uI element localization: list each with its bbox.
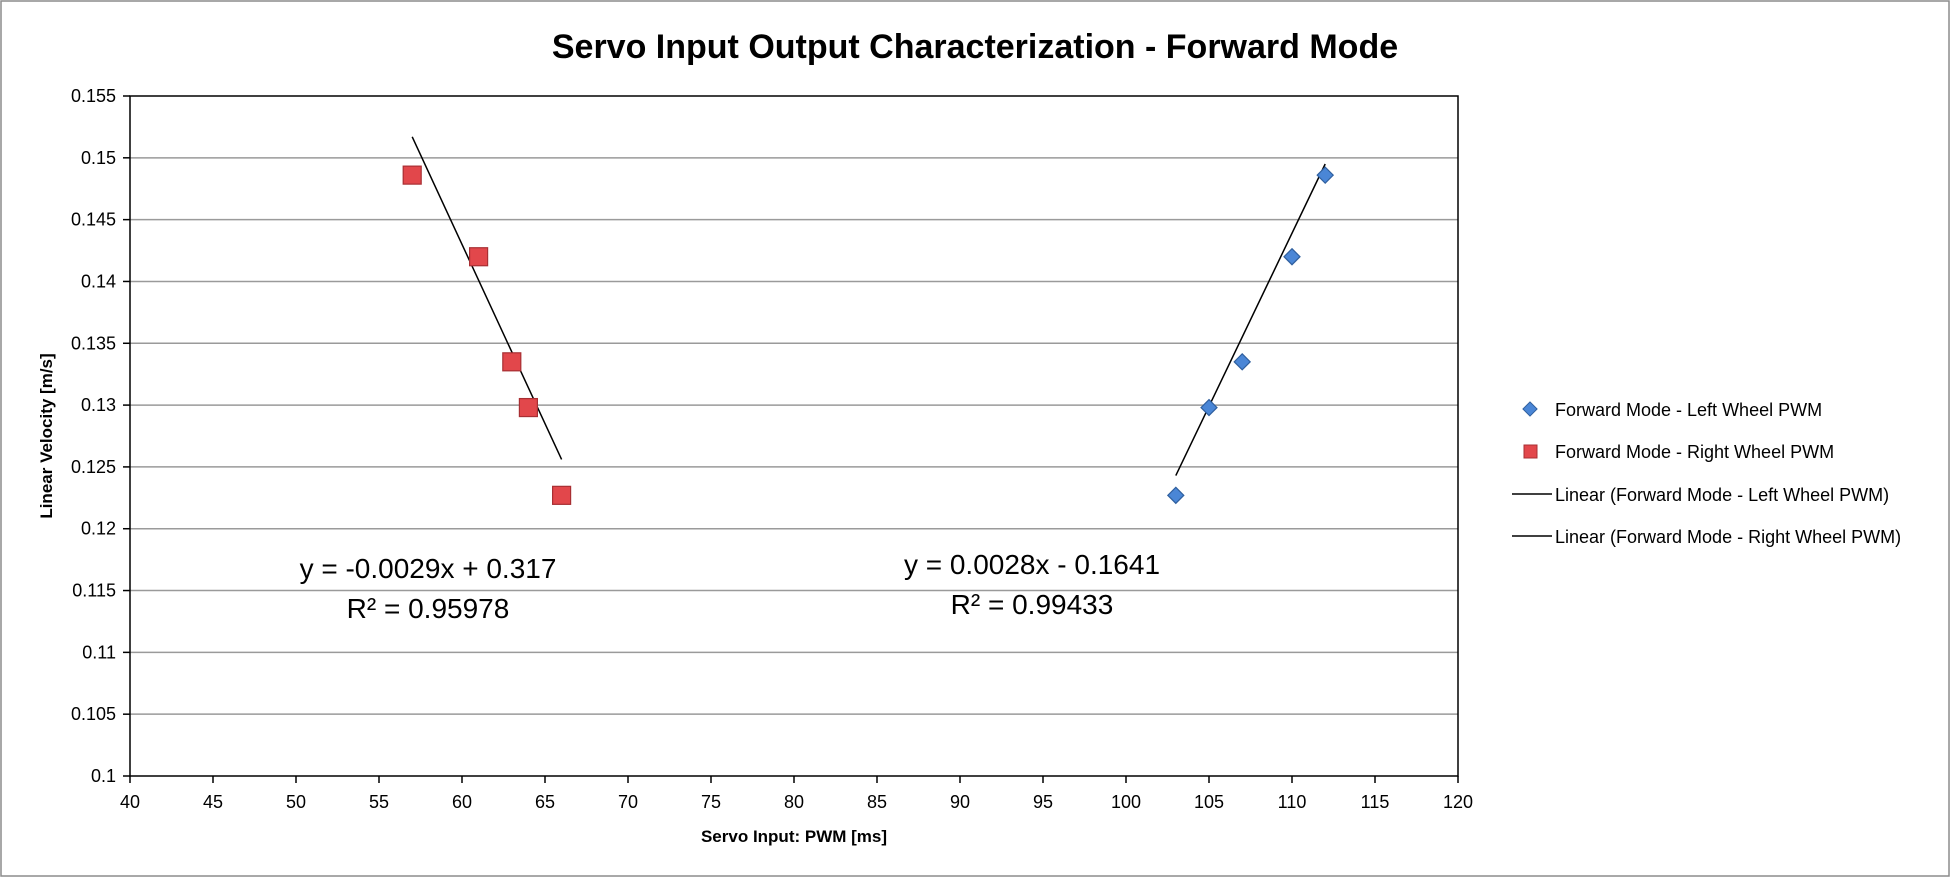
y-axis-ticks: 0.1 0.105 0.11 0.115 0.12 0.125 0.13 0.135 0.14 0… bbox=[71, 86, 130, 786]
right-wheel-equation: y = -0.0029x + 0.317 bbox=[300, 553, 557, 584]
x-tick-label: 110 bbox=[1278, 792, 1307, 812]
right-wheel-r-squared: R² = 0.95978 bbox=[347, 593, 510, 624]
legend-label: Linear (Forward Mode - Right Wheel PWM) bbox=[1555, 527, 1901, 547]
x-tick-label: 80 bbox=[784, 792, 804, 812]
legend-label: Forward Mode - Left Wheel PWM bbox=[1555, 400, 1822, 420]
x-tick-label: 60 bbox=[452, 792, 472, 812]
y-axis-label: Linear Velocity [m/s] bbox=[37, 353, 56, 518]
x-tick-label: 115 bbox=[1361, 792, 1390, 812]
x-tick-label: 50 bbox=[286, 792, 306, 812]
left-wheel-trendline bbox=[1175, 163, 1326, 476]
y-tick-label: 0.135 bbox=[71, 333, 116, 353]
legend-square-icon bbox=[1523, 444, 1538, 459]
x-tick-label: 85 bbox=[867, 792, 887, 812]
right-wheel-point bbox=[551, 485, 572, 505]
left-wheel-point bbox=[1233, 352, 1252, 371]
y-tick-label: 0.105 bbox=[71, 704, 116, 724]
x-tick-label: 40 bbox=[120, 792, 140, 812]
left-wheel-point bbox=[1283, 247, 1301, 266]
x-tick-label: 55 bbox=[369, 792, 389, 812]
left-wheel-equation: y = 0.0028x - 0.1641 bbox=[904, 549, 1160, 580]
y-tick-label: 0.12 bbox=[81, 519, 116, 539]
right-wheel-point bbox=[502, 352, 522, 372]
y-tick-label: 0.15 bbox=[81, 148, 116, 168]
legend: Forward Mode - Left Wheel PWM Forward Mo… bbox=[1512, 400, 1901, 547]
plot-area bbox=[129, 95, 1459, 777]
gridlines bbox=[130, 157, 1458, 715]
x-axis-label: Servo Input: PWM [ms] bbox=[701, 827, 887, 846]
left-wheel-point bbox=[1200, 398, 1218, 417]
x-axis-ticks: 40 45 50 55 60 65 70 75 80 85 90 95 100 105 110 115 120 bbox=[120, 776, 1473, 812]
y-tick-label: 0.13 bbox=[81, 395, 116, 415]
left-wheel-point bbox=[1316, 166, 1335, 184]
legend-item-right-wheel: Forward Mode - Right Wheel PWM bbox=[1523, 442, 1834, 462]
right-wheel-point bbox=[402, 165, 422, 185]
legend-label: Linear (Forward Mode - Left Wheel PWM) bbox=[1555, 485, 1889, 505]
legend-label: Forward Mode - Right Wheel PWM bbox=[1555, 442, 1834, 462]
x-tick-label: 95 bbox=[1033, 792, 1053, 812]
legend-item-left-trendline: Linear (Forward Mode - Left Wheel PWM) bbox=[1512, 485, 1889, 505]
x-tick-label: 120 bbox=[1443, 792, 1473, 812]
x-tick-label: 45 bbox=[203, 792, 223, 812]
y-tick-label: 0.115 bbox=[72, 581, 116, 601]
legend-item-right-trendline: Linear (Forward Mode - Right Wheel PWM) bbox=[1512, 527, 1901, 547]
x-tick-label: 70 bbox=[618, 792, 638, 812]
x-tick-label: 90 bbox=[950, 792, 970, 812]
y-tick-label: 0.155 bbox=[71, 86, 116, 106]
x-tick-label: 75 bbox=[701, 792, 721, 812]
right-wheel-point bbox=[469, 247, 489, 267]
y-tick-label: 0.11 bbox=[82, 642, 116, 662]
y-tick-label: 0.14 bbox=[81, 271, 116, 291]
left-wheel-point bbox=[1166, 486, 1185, 505]
x-tick-label: 100 bbox=[1111, 792, 1141, 812]
left-wheel-r-squared: R² = 0.99433 bbox=[951, 589, 1114, 620]
y-tick-label: 0.1 bbox=[91, 766, 116, 786]
y-tick-label: 0.145 bbox=[71, 210, 116, 230]
chart-title: Servo Input Output Characterization - Fo… bbox=[552, 28, 1398, 66]
data-points bbox=[402, 165, 1335, 505]
right-wheel-point bbox=[518, 397, 539, 418]
legend-item-left-wheel: Forward Mode - Left Wheel PWM bbox=[1522, 400, 1822, 420]
x-tick-label: 65 bbox=[535, 792, 555, 812]
y-tick-label: 0.125 bbox=[71, 457, 116, 477]
legend-diamond-icon bbox=[1522, 401, 1538, 417]
x-tick-label: 105 bbox=[1194, 792, 1224, 812]
